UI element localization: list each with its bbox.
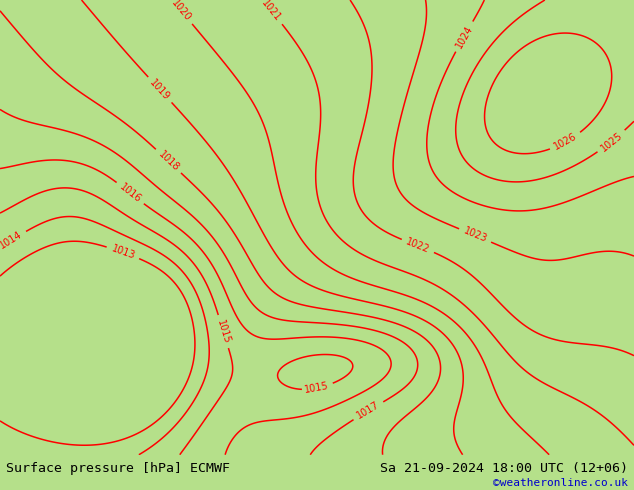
Text: 1016: 1016 bbox=[117, 182, 143, 205]
Text: 1013: 1013 bbox=[110, 244, 136, 261]
Text: ©weatheronline.co.uk: ©weatheronline.co.uk bbox=[493, 478, 628, 488]
Text: 1015: 1015 bbox=[215, 318, 232, 345]
Text: 1014: 1014 bbox=[0, 230, 24, 251]
Text: 1024: 1024 bbox=[454, 24, 475, 49]
Text: 1025: 1025 bbox=[598, 130, 624, 153]
Text: 1017: 1017 bbox=[355, 400, 382, 421]
Text: Sa 21-09-2024 18:00 UTC (12+06): Sa 21-09-2024 18:00 UTC (12+06) bbox=[380, 462, 628, 475]
Text: 1019: 1019 bbox=[148, 77, 172, 102]
Text: 1023: 1023 bbox=[462, 226, 488, 245]
Text: 1020: 1020 bbox=[169, 0, 193, 24]
Text: 1026: 1026 bbox=[552, 131, 579, 152]
Text: 1022: 1022 bbox=[404, 237, 431, 255]
Text: 1015: 1015 bbox=[303, 381, 329, 395]
Text: Surface pressure [hPa] ECMWF: Surface pressure [hPa] ECMWF bbox=[6, 462, 230, 475]
Text: 1018: 1018 bbox=[156, 149, 181, 173]
Text: 1021: 1021 bbox=[259, 0, 283, 24]
